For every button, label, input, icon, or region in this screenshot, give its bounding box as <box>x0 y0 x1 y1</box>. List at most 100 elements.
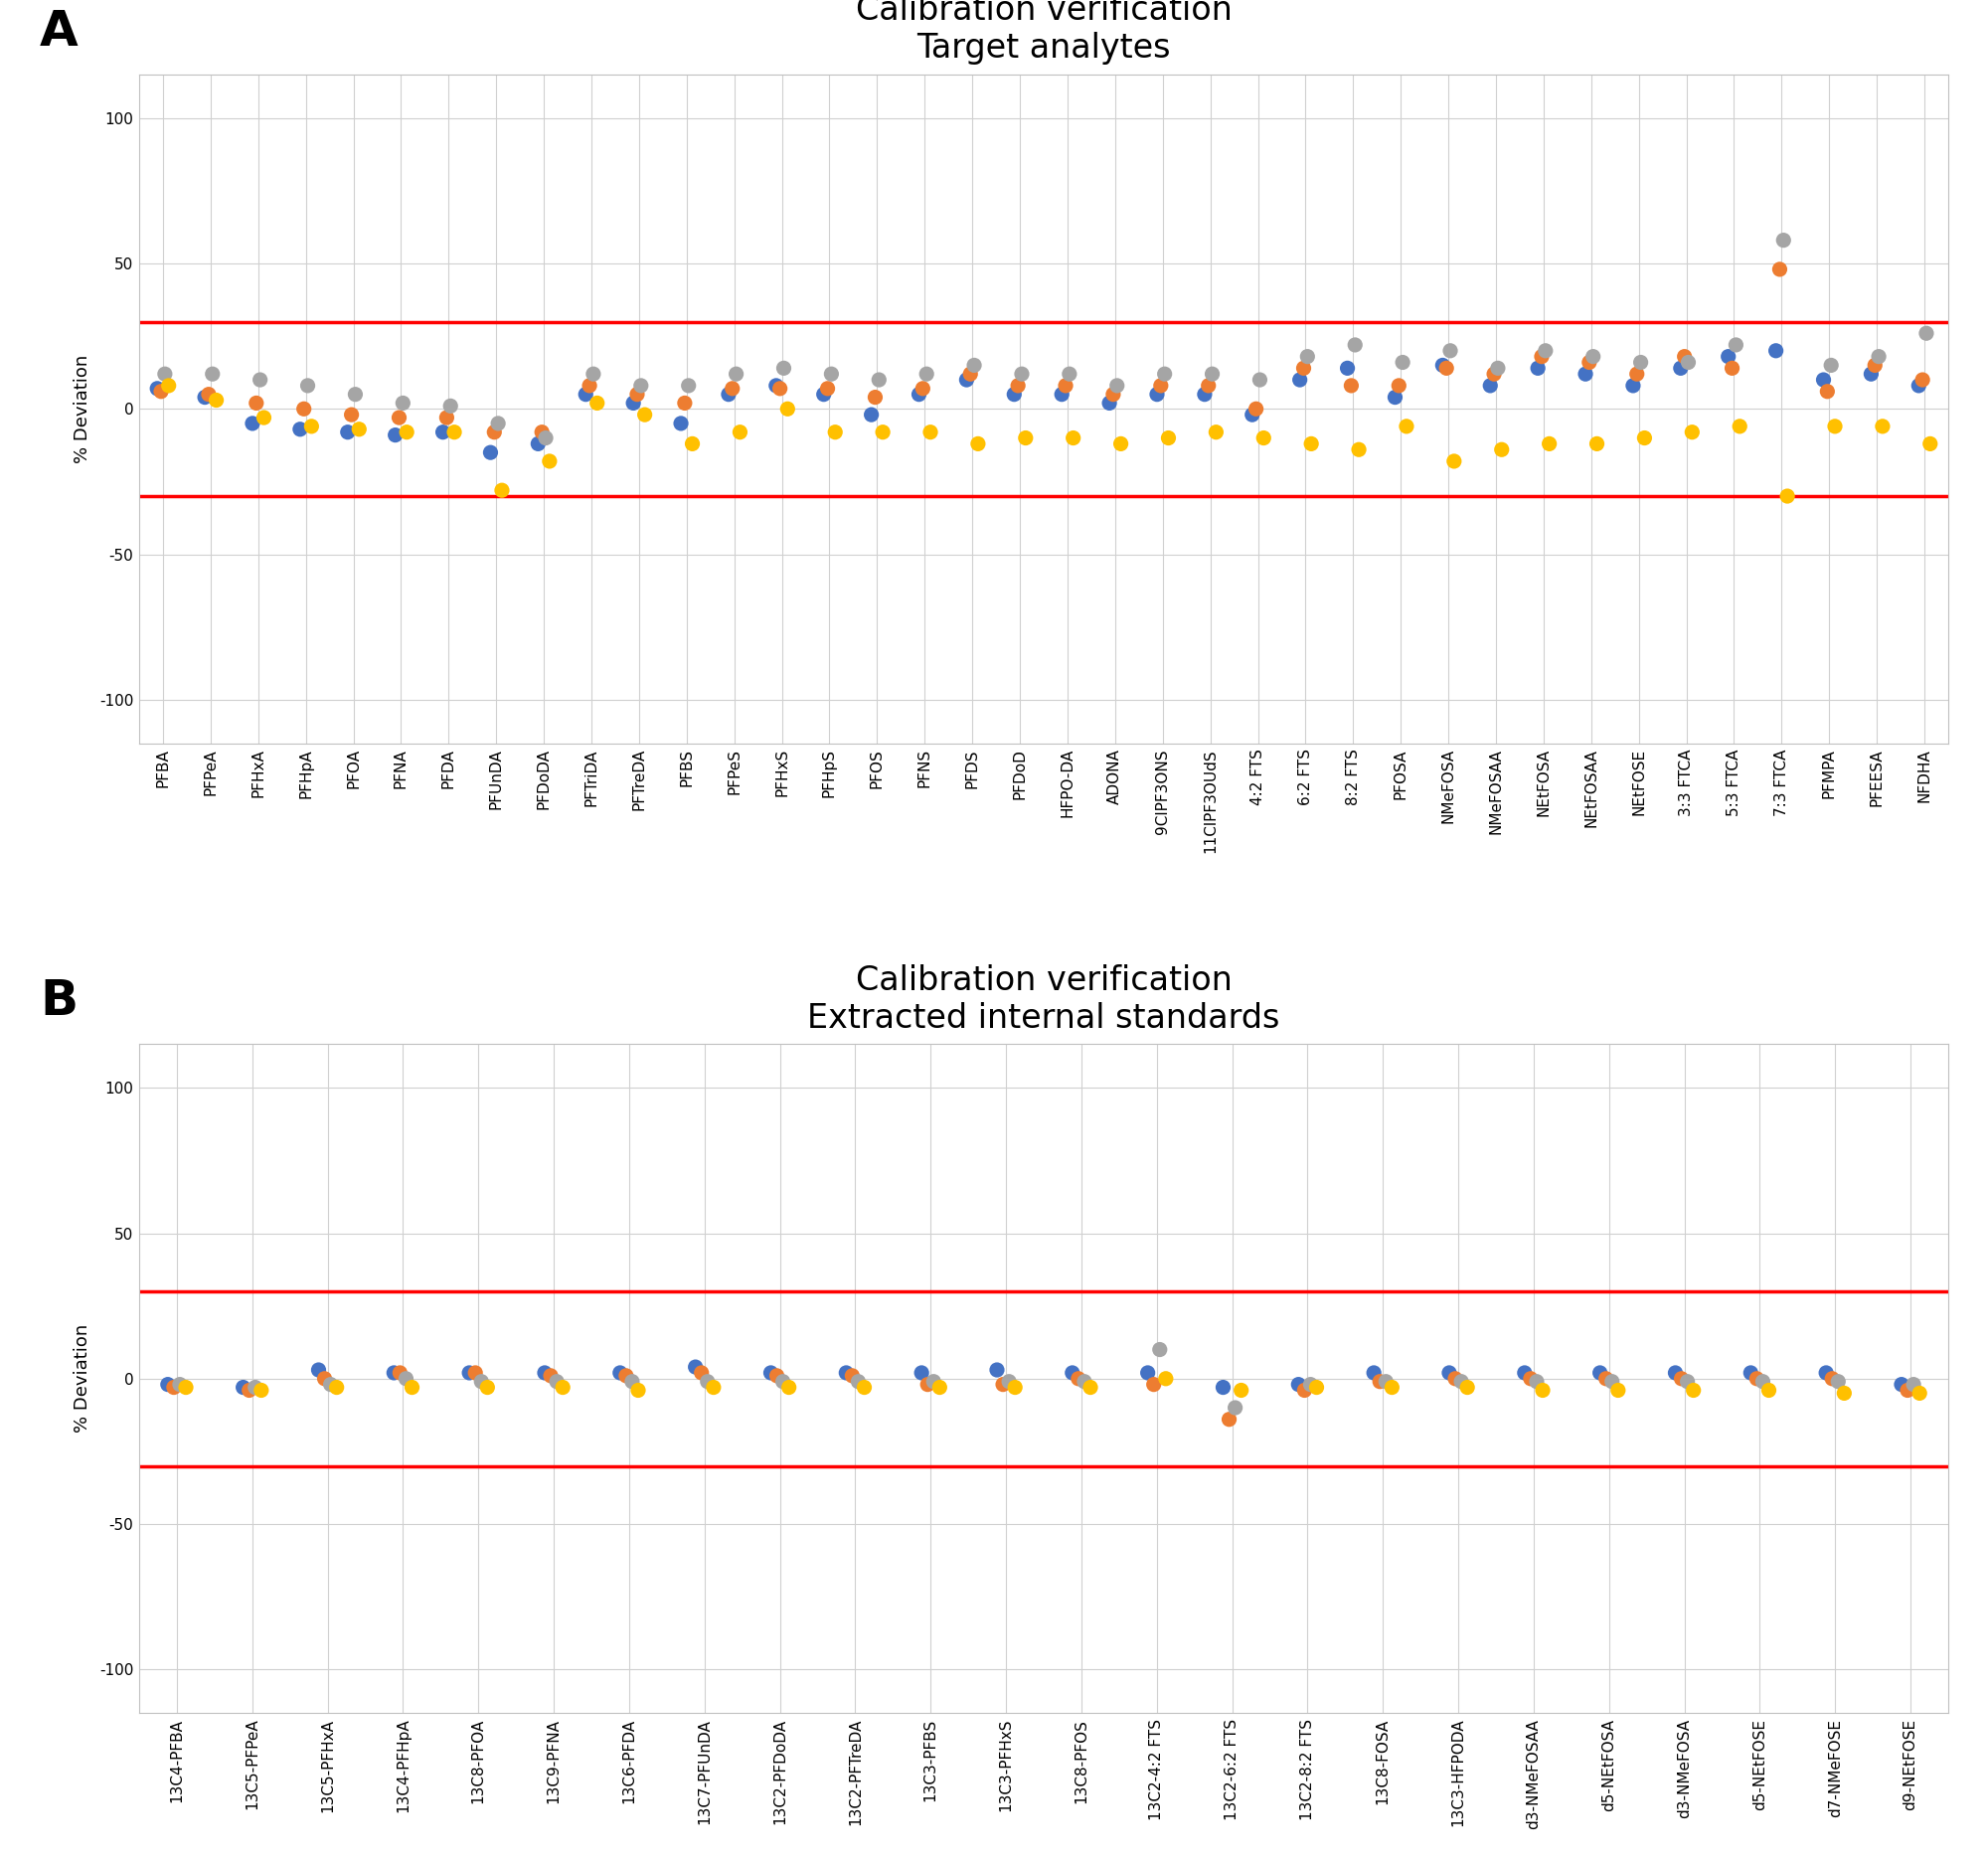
Point <box>378 1357 410 1387</box>
Point <box>157 1372 189 1402</box>
Point <box>239 1372 270 1402</box>
Point <box>1666 1363 1698 1393</box>
Text: A: A <box>40 7 78 56</box>
Point <box>1076 1372 1107 1402</box>
Point <box>1193 371 1225 400</box>
Point <box>1523 354 1555 384</box>
Point <box>527 417 559 447</box>
Point <box>1332 354 1364 384</box>
Point <box>1811 1357 1843 1387</box>
Point <box>248 402 280 432</box>
Point <box>1189 380 1221 410</box>
Point <box>453 1357 485 1387</box>
Point <box>1010 423 1042 452</box>
Point <box>308 1363 340 1393</box>
Point <box>914 417 946 447</box>
Point <box>954 359 986 389</box>
Point <box>171 1372 203 1402</box>
Point <box>907 1357 938 1387</box>
Point <box>755 1357 787 1387</box>
Point <box>1724 412 1755 441</box>
Point <box>1288 354 1320 384</box>
Point <box>380 421 412 451</box>
Point <box>435 391 467 421</box>
Point <box>1282 1370 1314 1400</box>
Point <box>686 1357 718 1387</box>
Point <box>1431 354 1463 384</box>
Point <box>1885 1370 1916 1400</box>
Point <box>1002 371 1034 400</box>
Point <box>1062 1363 1093 1393</box>
Point <box>1213 1404 1244 1434</box>
Point <box>666 408 698 438</box>
Point <box>302 1356 334 1385</box>
Point <box>163 1370 195 1400</box>
Point <box>245 1376 276 1406</box>
Point <box>924 1372 956 1402</box>
Point <box>1823 1367 1855 1396</box>
Point <box>547 1372 579 1402</box>
Point <box>151 1370 183 1400</box>
Point <box>141 374 173 404</box>
Point <box>1093 387 1125 417</box>
Point <box>819 417 851 447</box>
Point <box>911 359 942 389</box>
Point <box>1616 371 1648 400</box>
Point <box>1153 423 1185 452</box>
Point <box>1344 434 1376 464</box>
Point <box>1149 359 1181 389</box>
Point <box>1288 1376 1320 1406</box>
Point <box>807 380 839 410</box>
Point <box>962 428 994 458</box>
Point <box>1225 1376 1256 1406</box>
Point <box>1817 1363 1849 1393</box>
Point <box>344 415 376 445</box>
Point <box>1433 1357 1465 1387</box>
Point <box>855 400 887 430</box>
Point <box>292 371 324 400</box>
Point <box>1811 376 1843 406</box>
Point <box>815 359 847 389</box>
Point <box>843 1367 875 1396</box>
Point <box>1105 428 1137 458</box>
Point <box>340 380 372 410</box>
Point <box>153 371 185 400</box>
Point <box>1481 354 1513 384</box>
Point <box>189 382 221 412</box>
Point <box>1370 1367 1402 1396</box>
Point <box>332 417 364 447</box>
Point <box>918 1367 950 1396</box>
Point <box>1380 382 1411 412</box>
Point <box>907 374 938 404</box>
Point <box>1867 412 1899 441</box>
Point <box>1097 380 1129 410</box>
Point <box>197 359 229 389</box>
Point <box>628 400 660 430</box>
Point <box>1244 365 1276 395</box>
Point <box>1515 1363 1547 1393</box>
Point <box>1376 1372 1408 1402</box>
Point <box>912 1370 944 1400</box>
Point <box>676 428 708 458</box>
Point <box>1571 359 1602 389</box>
Point <box>529 1357 561 1387</box>
Point <box>1855 359 1887 389</box>
Point <box>1819 412 1851 441</box>
Point <box>459 1357 491 1387</box>
Point <box>577 359 608 389</box>
Point <box>1435 335 1467 365</box>
Point <box>145 376 177 406</box>
Point <box>1390 412 1421 441</box>
Point <box>1893 1376 1924 1406</box>
Point <box>1141 380 1173 410</box>
Point <box>390 1363 421 1393</box>
Point <box>1910 318 1942 348</box>
Point <box>624 371 656 400</box>
Point <box>767 1367 799 1396</box>
Point <box>1068 1367 1099 1396</box>
Point <box>1576 341 1608 371</box>
Point <box>771 395 803 425</box>
Point <box>1521 1367 1553 1396</box>
Point <box>1145 371 1177 400</box>
Point <box>831 1357 863 1387</box>
